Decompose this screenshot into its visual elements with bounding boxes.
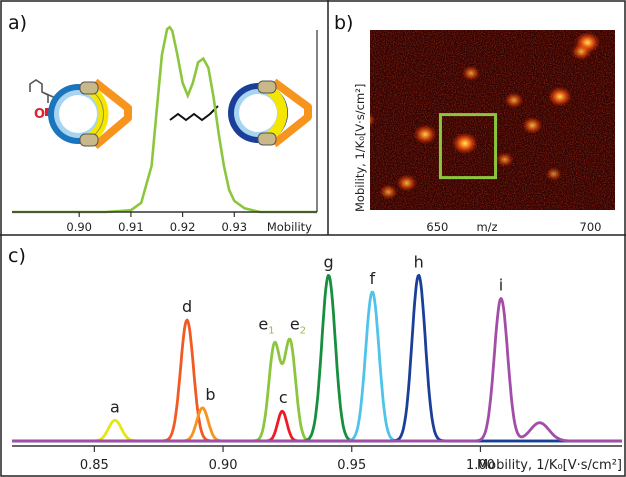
panel-b-letter: b) xyxy=(334,12,353,34)
heatmap-spots xyxy=(370,31,601,200)
heatmap-spot xyxy=(571,43,592,61)
heatmap-spot xyxy=(379,184,398,200)
panel-c-tick-label: 0.90 xyxy=(209,458,238,473)
heatmap-spot xyxy=(547,86,572,107)
heatmap-spot xyxy=(504,92,524,109)
svg-text:O: O xyxy=(34,107,45,122)
peak-label-c: c xyxy=(279,388,288,407)
panel-b-xlabel: m/z xyxy=(476,220,497,234)
peak-label-e2: e2 xyxy=(290,315,306,337)
panel-a-tick-label: 0.92 xyxy=(170,220,196,234)
heatmap-spot xyxy=(495,152,514,168)
panel-b-tick-label: 700 xyxy=(580,220,602,234)
panel-a-tick-label: 0.91 xyxy=(118,220,144,234)
panel-c-peak-labels: a d b e1 e2 c g f h i xyxy=(110,252,503,416)
panel-c-peak-h xyxy=(11,274,623,443)
panel-b-tick-label: 650 xyxy=(426,220,448,234)
peak-label-i: i xyxy=(499,275,503,294)
panel-a-xlabel: Mobility xyxy=(267,220,312,234)
panel-b-ticks: 650 700 xyxy=(426,220,601,234)
peak-label-f: f xyxy=(370,269,376,288)
panel-c-peak-f xyxy=(11,290,623,443)
heatmap-spot xyxy=(545,167,562,181)
panel-c-letter: c) xyxy=(8,245,26,267)
panel-c-tick-label: 0.95 xyxy=(337,458,366,473)
panel-a-letter: a) xyxy=(8,12,27,34)
heatmap-highlight-box xyxy=(438,113,498,180)
peak-label-a: a xyxy=(110,397,120,416)
peak-label-b: b xyxy=(205,385,215,404)
panel-a-ticks: 0.90 0.91 0.92 0.93 xyxy=(66,212,247,234)
heatmap-spot xyxy=(396,174,417,192)
panel-c-xlabel: Mobility, 1/K₀[V·s/cm²] xyxy=(477,458,622,473)
rotaxane-illustration-left-icon: O xyxy=(29,78,132,150)
peak-label-g: g xyxy=(324,252,334,271)
peak-label-d: d xyxy=(182,297,192,316)
heatmap-spot xyxy=(522,116,543,134)
panel-c: a d b e1 e2 c g f h i 0.85 0.90 0.95 1.00 Mobility, … xyxy=(11,252,623,473)
panel-a-tick-label: 0.93 xyxy=(221,220,247,234)
panel-a-series-line xyxy=(12,25,317,214)
panel-c-peak-i xyxy=(11,297,623,443)
panel-c-peak-g xyxy=(11,274,623,443)
panel-c-tick-label: 1.00 xyxy=(466,458,495,473)
heatmap-spot xyxy=(461,65,481,81)
panel-c-ticks: 0.85 0.90 0.95 1.00 xyxy=(80,446,495,473)
panel-b: 650 700 m/z Mobility, 1/K₀[V·s/cm²] xyxy=(353,30,615,234)
rotaxane-illustration-right-icon: O xyxy=(169,78,312,148)
panel-b-ylabel: Mobility, 1/K₀[V·s/cm²] xyxy=(353,84,367,212)
panel-c-peak-d xyxy=(11,318,623,443)
panel-c-tick-label: 0.85 xyxy=(80,458,109,473)
heatmap-spot xyxy=(451,132,478,155)
peak-label-h: h xyxy=(414,252,424,271)
panel-a: O O 0.900.910.920.93 Mobi xyxy=(12,25,318,234)
panel-a-tick-label: 0.90 xyxy=(66,220,92,234)
heatmap-spot xyxy=(413,124,437,145)
peak-label-e1: e1 xyxy=(258,315,274,337)
heatmap-spot xyxy=(370,113,376,127)
panel-c-series xyxy=(11,274,623,443)
